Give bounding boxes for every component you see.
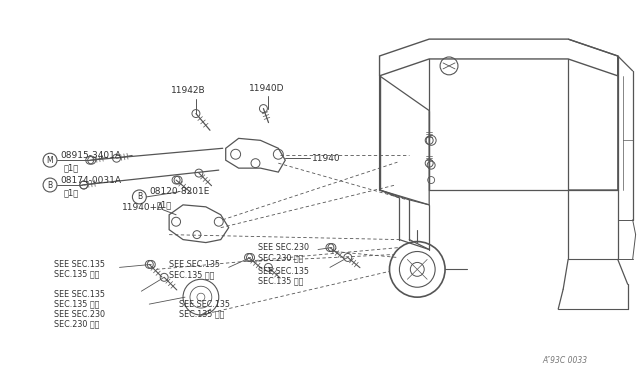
Text: SEE SEC.230: SEE SEC.230 [54,310,105,318]
Text: SEC.135 参照: SEC.135 参照 [54,270,99,279]
Text: SEC.135 参照: SEC.135 参照 [179,310,225,318]
Text: B: B [47,180,52,189]
Text: A″93C 0033: A″93C 0033 [543,356,588,365]
Text: 11940D: 11940D [248,84,284,93]
Text: SEE SEC.135: SEE SEC.135 [179,299,230,309]
Text: 11940: 11940 [312,154,340,163]
Text: 11942B: 11942B [171,86,205,95]
Text: SEC.135 参照: SEC.135 参照 [54,299,99,309]
Text: SEE SEC.135: SEE SEC.135 [169,260,220,269]
Text: 11940+A: 11940+A [122,203,164,212]
Text: SEC.135 参照: SEC.135 参照 [259,277,304,286]
Text: SEC.230 参照: SEC.230 参照 [259,253,304,262]
Text: 08174-0031A: 08174-0031A [60,176,121,185]
Text: SEC.230 参照: SEC.230 参照 [54,320,99,328]
Text: 08120-8201E: 08120-8201E [149,187,210,196]
Text: 〈1〉: 〈1〉 [64,189,79,198]
Text: 〈1〉: 〈1〉 [64,164,79,173]
Text: M: M [47,156,53,165]
Text: SEE SEC.230: SEE SEC.230 [259,243,310,252]
Text: B: B [137,192,142,201]
Text: SEE SEC.135: SEE SEC.135 [54,260,105,269]
Text: 〈1〉: 〈1〉 [156,201,172,209]
Text: 08915-3401A: 08915-3401A [60,151,121,160]
Text: SEE SEC.135: SEE SEC.135 [259,267,310,276]
Text: SEE SEC.135: SEE SEC.135 [54,290,105,299]
Text: SEC.135 参照: SEC.135 参照 [169,271,214,280]
